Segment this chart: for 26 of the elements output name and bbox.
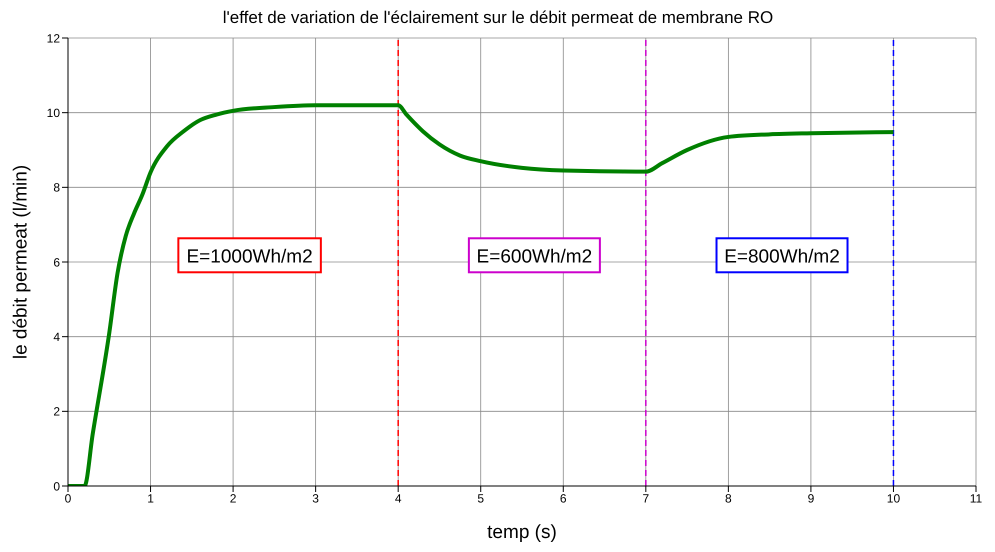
chart-title: l'effet de variation de l'éclairement sur le débit permeat de membrane RO [222, 8, 774, 28]
y-tick-label: 8 [53, 180, 60, 195]
annotation: E=1000Wh/m2 [186, 246, 313, 268]
x-tick-label: 7 [642, 492, 650, 506]
y-tick-label: 10 [46, 106, 60, 120]
x-tick-label: 10 [886, 492, 900, 506]
x-tick-label: 5 [477, 492, 484, 506]
x-tick-label: 1 [147, 492, 154, 506]
x-tick-label: 0 [64, 492, 72, 506]
y-tick-label: 12 [46, 31, 60, 46]
y-tick-label: 2 [53, 404, 60, 419]
line-series [68, 103, 896, 486]
y-tick-label: 0 [53, 479, 60, 494]
y-tick-label: 6 [53, 255, 60, 270]
x-tick-label: 6 [560, 492, 567, 506]
x-axis-title: temp (s) [487, 522, 557, 543]
y-tick-label: 4 [53, 330, 60, 344]
y-axis-title: le débit permeat (l/min) [10, 164, 32, 360]
x-tick-label: 8 [725, 492, 732, 506]
x-tick-label: 9 [808, 492, 815, 506]
x-tick-label: 4 [394, 492, 402, 506]
annotation: E=800Wh/m2 [724, 246, 840, 268]
x-tick-label: 2 [230, 492, 237, 506]
annotation: E=600Wh/m2 [476, 246, 592, 268]
x-tick-label: 11 [970, 492, 983, 506]
x-tick-label: 3 [312, 492, 320, 506]
